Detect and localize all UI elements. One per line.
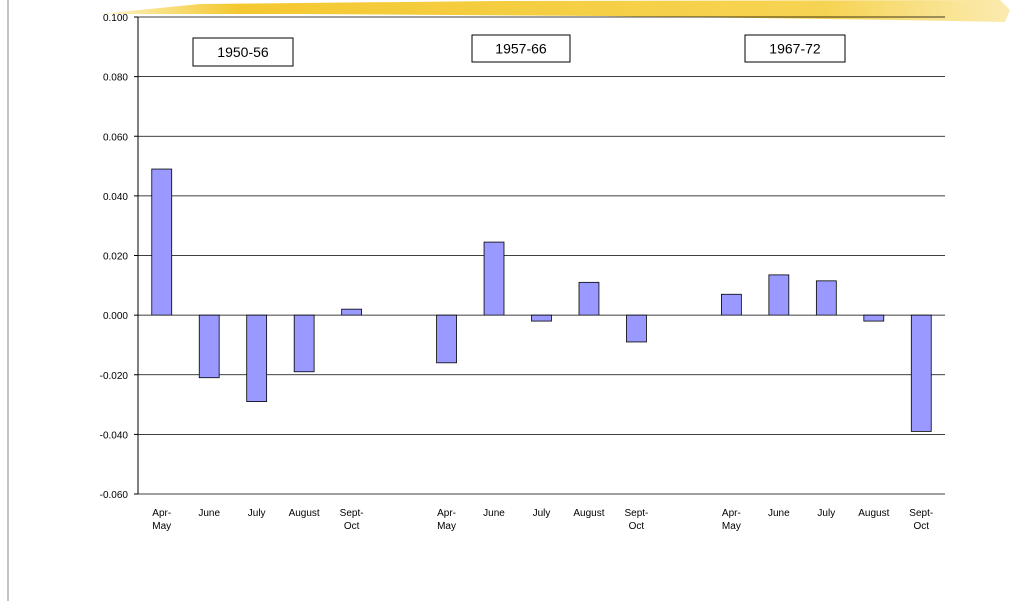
annotation-box <box>471 34 571 63</box>
x-tick-label: Apr-May <box>722 508 741 532</box>
y-tick-label: 0.020 <box>103 252 128 263</box>
x-tick-label: July <box>248 508 266 519</box>
bar <box>293 314 315 373</box>
x-tick-label: Sept-Oct <box>340 508 364 532</box>
x-tick-label: Apr-May <box>152 508 171 532</box>
y-tick-label: 0.040 <box>103 192 128 203</box>
annotation-box <box>192 37 294 67</box>
decorative-brush <box>100 0 1010 22</box>
x-tick-label: August <box>858 508 889 519</box>
bar <box>341 308 362 316</box>
annotation: 1950-56 <box>217 44 269 60</box>
x-tick-label: August <box>573 508 604 519</box>
y-tick-label: -0.060 <box>100 490 129 501</box>
y-tick-label: 0.000 <box>103 311 128 322</box>
bar <box>483 241 505 316</box>
bar <box>768 274 790 316</box>
bar <box>578 281 600 316</box>
x-tick-label: August <box>289 508 320 519</box>
y-tick-label: -0.020 <box>100 371 129 382</box>
bar <box>910 314 932 432</box>
bar <box>151 168 173 316</box>
bar <box>246 314 268 402</box>
bar <box>198 314 220 379</box>
x-tick-label: Apr-May <box>437 508 456 532</box>
bar <box>815 280 837 316</box>
y-tick-label: 0.080 <box>103 73 128 84</box>
y-tick-label: 0.100 <box>103 13 128 24</box>
x-tick-label: Sept-Oct <box>909 508 933 532</box>
x-tick-label: Sept-Oct <box>624 508 648 532</box>
x-tick-label: July <box>533 508 551 519</box>
x-tick-label: June <box>483 508 505 519</box>
x-tick-label: June <box>198 508 220 519</box>
y-tick-label: -0.040 <box>100 430 129 441</box>
annotation: 1967-72 <box>769 41 821 57</box>
bar <box>531 314 552 322</box>
bar <box>721 293 742 316</box>
x-tick-label: June <box>768 508 790 519</box>
bar <box>863 314 885 322</box>
bar <box>626 314 647 343</box>
annotation-box <box>744 34 846 63</box>
bar <box>436 314 457 364</box>
annotation: 1957-66 <box>495 41 547 57</box>
y-tick-label: 0.060 <box>103 132 128 143</box>
x-tick-label: July <box>817 508 835 519</box>
